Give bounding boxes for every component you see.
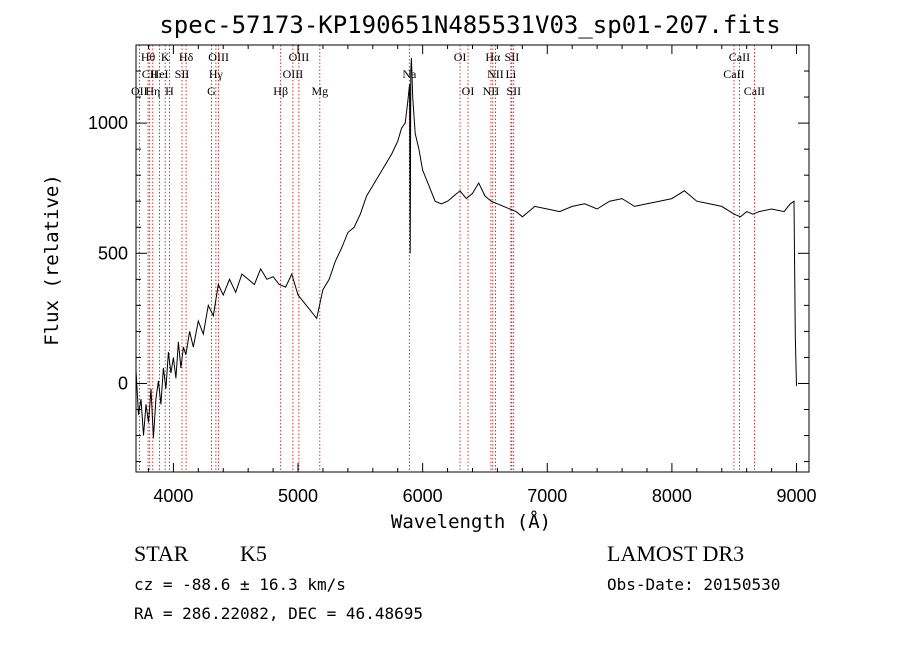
- spectral-line-label: G: [207, 84, 216, 98]
- spectral-line-label: Hδ: [179, 50, 194, 64]
- spectral-line-label: Hθ: [141, 50, 156, 64]
- obs-date: Obs-Date: 20150530: [607, 575, 780, 594]
- y-tick-label: 0: [118, 373, 128, 393]
- spectral-line-label: Na: [402, 67, 417, 81]
- x-axis-label: Wavelength (Å): [391, 510, 551, 533]
- spectral-line-label: Hγ: [209, 67, 224, 81]
- x-tick-label: 8000: [652, 486, 692, 506]
- x-tick-label: 4000: [153, 486, 193, 506]
- spectral-line-label: OI: [454, 50, 467, 64]
- x-tick-label: 7000: [527, 486, 567, 506]
- spectral-line-label: NII: [483, 84, 500, 98]
- x-tick-label: 6000: [403, 486, 443, 506]
- spectral-line-label: CII: [142, 67, 158, 81]
- spectral-line-label: CaII: [744, 84, 765, 98]
- y-tick-label: 1000: [88, 113, 128, 133]
- spectral-line-label: OII: [131, 84, 148, 98]
- coordinates: RA = 286.22082, DEC = 46.48695: [134, 604, 423, 623]
- spectral-line-label: Hη: [145, 84, 160, 98]
- spectral-line-label: OIII: [289, 50, 310, 64]
- subclass: K5: [240, 541, 267, 566]
- object-type: STAR: [134, 541, 189, 566]
- spectrum-line: [135, 57, 797, 439]
- spectral-line-label: CaII: [723, 67, 744, 81]
- x-tick-label: 5000: [278, 486, 318, 506]
- spectral-line-label: Hβ: [273, 84, 288, 98]
- redshift-text: cz = -88.6 ± 16.3 km/s: [134, 575, 346, 594]
- x-tick-label: 9000: [777, 486, 817, 506]
- spectral-line-label: K: [161, 50, 170, 64]
- spectral-line-label: Hα: [485, 50, 501, 64]
- spectral-line-label: SII: [505, 50, 520, 64]
- spectral-line-label: HeI: [151, 67, 169, 81]
- spectral-line-label: OIII: [283, 67, 304, 81]
- chart-title: spec-57173-KP190651N485531V03_sp01-207.f…: [159, 11, 780, 39]
- spectral-line-markers: [138, 45, 755, 472]
- spectral-line-label: SII: [175, 67, 190, 81]
- spectral-line-label: OIII: [208, 50, 229, 64]
- spectral-line-label: OI: [462, 84, 475, 98]
- spectral-line-label: CaII: [729, 50, 750, 64]
- spectral-line-label: SII: [506, 84, 521, 98]
- plot-frame: [135, 44, 810, 473]
- y-tick-label: 500: [98, 243, 128, 263]
- spectral-line-label: H: [165, 84, 174, 98]
- y-axis-label: Flux (relative): [41, 174, 63, 346]
- survey-name: LAMOST DR3: [607, 541, 744, 566]
- x-axis-ticks: 4000 5000 6000 7000 8000 9000: [147, 45, 817, 506]
- spectral-line-label: NII: [487, 67, 504, 81]
- y-axis-ticks: 0 500 1000: [88, 70, 809, 463]
- spectral-line-label: Li: [506, 67, 517, 81]
- spectral-line-label: Mg: [311, 84, 328, 98]
